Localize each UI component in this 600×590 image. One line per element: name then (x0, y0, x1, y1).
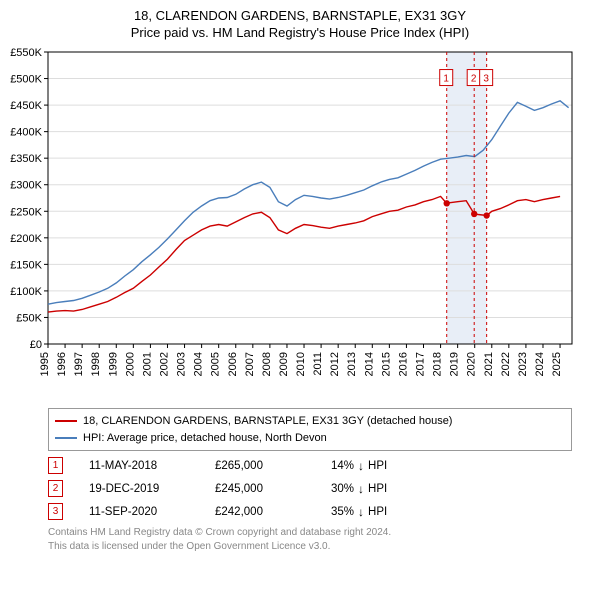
svg-text:2006: 2006 (227, 352, 239, 376)
svg-text:2007: 2007 (244, 352, 256, 376)
chart-area: £0 £50K £100K £150K £200K £250K £300K £350K £400… (0, 44, 600, 404)
legend-row: HPI: Average price, detached house, Nort… (55, 430, 565, 447)
svg-text:2020: 2020 (466, 352, 478, 376)
chart-svg: £0 £50K £100K £150K £200K £250K £300K £350K £400… (0, 44, 600, 404)
sale-marker-2: 2 (48, 480, 63, 497)
sale-pct: 14% (331, 460, 354, 472)
sale-price: £242,000 (215, 506, 305, 518)
svg-text:2016: 2016 (397, 352, 409, 376)
down-arrow-icon: ↓ (358, 482, 364, 496)
svg-text:£200K: £200K (10, 233, 42, 245)
svg-text:2011: 2011 (312, 352, 324, 376)
svg-text:2018: 2018 (432, 352, 444, 376)
svg-text:£300K: £300K (10, 180, 42, 192)
svg-text:2023: 2023 (517, 352, 529, 376)
sale-row: 2 19-DEC-2019 £245,000 30% ↓ HPI (48, 480, 572, 497)
svg-text:2003: 2003 (176, 352, 188, 376)
sales-table: 1 11-MAY-2018 £265,000 14% ↓ HPI 2 19-DE… (48, 457, 572, 520)
svg-text:2004: 2004 (193, 352, 205, 376)
sale-date: 11-MAY-2018 (89, 460, 189, 472)
svg-text:2014: 2014 (363, 352, 375, 376)
sale-date: 19-DEC-2019 (89, 483, 189, 495)
footer-line1: Contains HM Land Registry data © Crown c… (48, 526, 572, 540)
title-block: 18, CLARENDON GARDENS, BARNSTAPLE, EX31 … (0, 0, 600, 44)
svg-text:2001: 2001 (141, 352, 153, 376)
sale-diff: 14% ↓ HPI (331, 459, 431, 473)
legend-row: 18, CLARENDON GARDENS, BARNSTAPLE, EX31 … (55, 413, 565, 430)
svg-text:2005: 2005 (210, 352, 222, 376)
svg-text:2009: 2009 (278, 352, 290, 376)
svg-text:2021: 2021 (483, 352, 495, 376)
svg-text:1: 1 (443, 74, 449, 85)
svg-text:£350K: £350K (10, 153, 42, 165)
footer-line2: This data is licensed under the Open Gov… (48, 540, 572, 554)
sale-diff-label: HPI (368, 460, 387, 472)
svg-text:2025: 2025 (551, 352, 563, 376)
svg-text:2000: 2000 (124, 352, 136, 376)
svg-text:2024: 2024 (534, 352, 546, 376)
svg-text:£500K: £500K (10, 74, 42, 86)
sale-marker-1: 1 (48, 457, 63, 474)
legend-swatch-price (55, 420, 77, 422)
svg-text:£100K: £100K (10, 286, 42, 298)
legend-label-hpi: HPI: Average price, detached house, Nort… (83, 430, 327, 447)
svg-text:1995: 1995 (39, 352, 51, 376)
svg-text:2002: 2002 (158, 352, 170, 376)
svg-text:£50K: £50K (16, 312, 42, 324)
svg-text:2010: 2010 (295, 352, 307, 376)
footer-note: Contains HM Land Registry data © Crown c… (48, 526, 572, 553)
svg-text:2008: 2008 (261, 352, 273, 376)
svg-text:£550K: £550K (10, 47, 42, 59)
svg-text:1999: 1999 (107, 352, 119, 376)
sale-date: 11-SEP-2020 (89, 506, 189, 518)
svg-text:1996: 1996 (56, 352, 68, 376)
sale-diff-label: HPI (368, 483, 387, 495)
title-subtitle: Price paid vs. HM Land Registry's House … (4, 25, 596, 40)
svg-text:1998: 1998 (90, 352, 102, 376)
chart-container: 18, CLARENDON GARDENS, BARNSTAPLE, EX31 … (0, 0, 600, 553)
down-arrow-icon: ↓ (358, 505, 364, 519)
down-arrow-icon: ↓ (358, 459, 364, 473)
sale-price: £245,000 (215, 483, 305, 495)
sale-pct: 35% (331, 506, 354, 518)
sale-diff: 30% ↓ HPI (331, 482, 431, 496)
svg-text:3: 3 (483, 74, 489, 85)
svg-text:2013: 2013 (346, 352, 358, 376)
svg-text:£400K: £400K (10, 127, 42, 139)
svg-text:2022: 2022 (500, 352, 512, 376)
svg-text:£150K: £150K (10, 259, 42, 271)
svg-text:2019: 2019 (449, 352, 461, 376)
sale-row: 3 11-SEP-2020 £242,000 35% ↓ HPI (48, 503, 572, 520)
sale-diff-label: HPI (368, 506, 387, 518)
sale-pct: 30% (331, 483, 354, 495)
legend-swatch-hpi (55, 437, 77, 439)
sale-price: £265,000 (215, 460, 305, 472)
sale-row: 1 11-MAY-2018 £265,000 14% ↓ HPI (48, 457, 572, 474)
sale-marker-3: 3 (48, 503, 63, 520)
svg-text:2012: 2012 (329, 352, 341, 376)
svg-text:2017: 2017 (415, 352, 427, 376)
sale-diff: 35% ↓ HPI (331, 505, 431, 519)
legend-box: 18, CLARENDON GARDENS, BARNSTAPLE, EX31 … (48, 408, 572, 451)
title-address: 18, CLARENDON GARDENS, BARNSTAPLE, EX31 … (4, 8, 596, 23)
svg-text:2: 2 (471, 74, 477, 85)
svg-text:£250K: £250K (10, 206, 42, 218)
svg-text:1997: 1997 (73, 352, 85, 376)
legend-label-price: 18, CLARENDON GARDENS, BARNSTAPLE, EX31 … (83, 413, 452, 430)
svg-text:£450K: £450K (10, 100, 42, 112)
svg-text:2015: 2015 (380, 352, 392, 376)
svg-text:£0: £0 (30, 339, 42, 351)
